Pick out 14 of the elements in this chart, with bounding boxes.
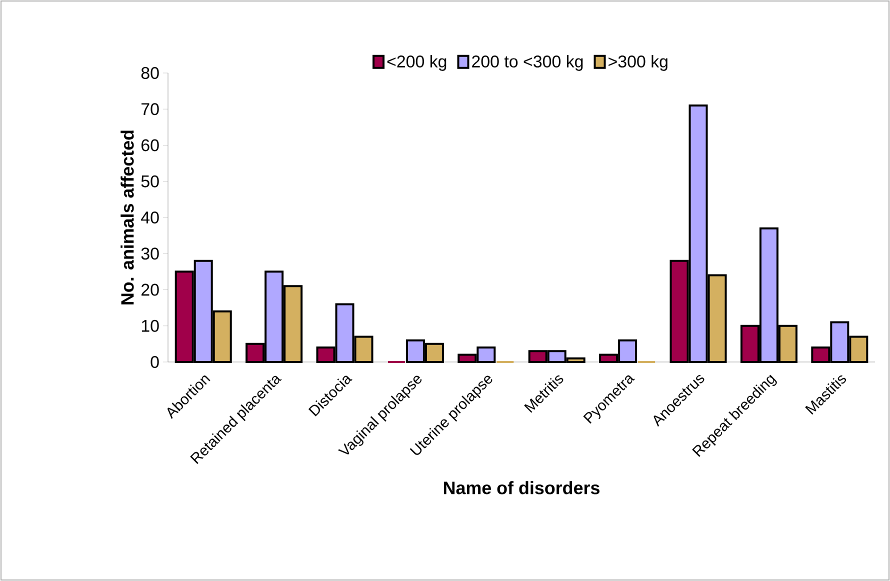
y-tick-label: 70 — [142, 103, 159, 116]
y-tick-label: 30 — [141, 248, 159, 260]
y-tick-label: 10 — [142, 320, 159, 332]
y-tick-label: 50 — [141, 175, 159, 188]
y-tick-label: 80 — [141, 66, 159, 79]
x-axis-title: Name of disorders — [444, 481, 600, 494]
y-tick-label: 0 — [150, 356, 159, 368]
y-tick-label: 20 — [142, 284, 159, 296]
legend-label: 200 to <300 kg — [472, 55, 583, 71]
y-tick-label: 60 — [142, 139, 159, 152]
legend-label: <200 kg — [387, 55, 446, 71]
y-tick-label: 40 — [141, 211, 159, 224]
y-axis-title: No. animals affected — [120, 130, 134, 304]
legend-label: >300 kg — [608, 55, 668, 71]
